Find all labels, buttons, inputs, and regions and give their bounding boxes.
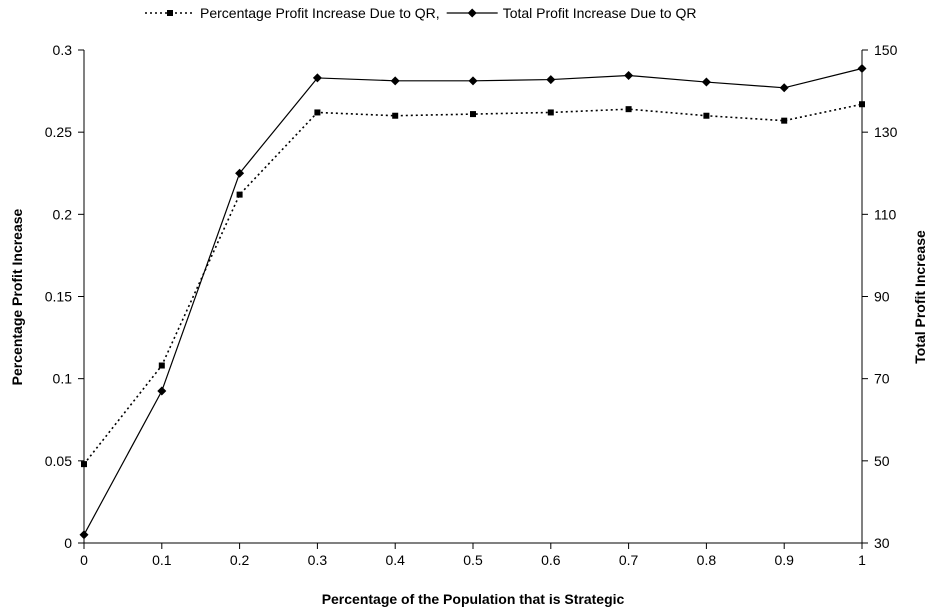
data-point-diamond <box>390 76 400 86</box>
data-point-square <box>781 117 788 124</box>
left-y-tick-label: 0.2 <box>53 206 73 222</box>
plot-area <box>83 50 863 544</box>
left-y-tick-label: 0.25 <box>45 124 72 140</box>
data-point-square <box>314 109 321 116</box>
x-tick-label: 0.9 <box>774 552 794 568</box>
x-axis-title: Percentage of the Population that is Str… <box>322 591 625 607</box>
data-point-diamond <box>468 76 478 86</box>
right-y-tick-label: 70 <box>874 371 890 387</box>
left-y-tick-label: 0.3 <box>53 42 73 58</box>
right-y-axis-title: Total Profit Increase <box>912 230 928 364</box>
data-point-diamond <box>157 386 167 396</box>
x-tick-label: 0.4 <box>385 552 405 568</box>
right-y-tick-label: 50 <box>874 453 890 469</box>
left-y-tick-label: 0.1 <box>53 371 73 387</box>
legend: Percentage Profit Increase Due to QR, To… <box>145 5 696 21</box>
left-y-axis-ticks: 0 0.05 0.1 0.15 0.2 0.25 0.3 <box>45 42 84 551</box>
data-point-diamond <box>79 530 89 540</box>
data-point-diamond <box>701 77 711 87</box>
data-point-square <box>859 101 865 108</box>
x-tick-label: 0.3 <box>308 552 328 568</box>
data-point-square <box>547 109 554 116</box>
legend-marker-diamond <box>467 8 477 18</box>
series-line-1 <box>83 67 863 536</box>
right-y-tick-label: 150 <box>874 42 898 58</box>
x-tick-label: 0.2 <box>230 552 250 568</box>
x-tick-label: 0 <box>80 552 88 568</box>
data-point-diamond <box>235 168 245 178</box>
data-point-diamond <box>312 73 322 83</box>
data-point-square <box>236 191 243 198</box>
x-tick-label: 0.1 <box>152 552 172 568</box>
x-tick-label: 0.8 <box>697 552 717 568</box>
series-line-0 <box>83 103 863 465</box>
right-y-tick-label: 130 <box>874 124 898 140</box>
legend-label-total: Total Profit Increase Due to QR <box>503 5 697 21</box>
data-point-diamond <box>546 75 556 85</box>
right-y-tick-label: 110 <box>874 206 897 222</box>
x-axis-ticks: 0 0.1 0.2 0.3 0.4 0.5 0.6 0.7 0.8 0.9 1 <box>80 543 866 568</box>
data-point-diamond <box>624 70 634 80</box>
left-y-axis-title: Percentage Profit Increase <box>9 208 25 385</box>
data-point-square <box>81 461 87 468</box>
x-tick-label: 1 <box>858 552 866 568</box>
series-layer <box>79 63 867 540</box>
legend-marker-square <box>167 10 173 16</box>
data-point-square <box>158 362 165 369</box>
x-tick-label: 0.6 <box>541 552 561 568</box>
data-point-diamond <box>857 63 867 73</box>
data-point-square <box>392 112 399 119</box>
left-y-tick-label: 0.15 <box>45 289 72 305</box>
legend-label-percentage: Percentage Profit Increase Due to QR, <box>200 5 440 21</box>
data-point-square <box>703 112 710 119</box>
right-y-axis-ticks: 30 50 70 90 110 130 150 <box>862 42 898 551</box>
x-tick-label: 0.7 <box>619 552 639 568</box>
x-tick-label: 0.5 <box>463 552 483 568</box>
data-point-square <box>470 111 476 118</box>
left-y-tick-label: 0.05 <box>45 453 72 469</box>
data-point-square <box>625 106 632 113</box>
right-y-tick-label: 90 <box>874 289 890 305</box>
right-y-tick-label: 30 <box>874 535 890 551</box>
left-y-tick-label: 0 <box>64 535 72 551</box>
data-point-diamond <box>779 83 789 93</box>
